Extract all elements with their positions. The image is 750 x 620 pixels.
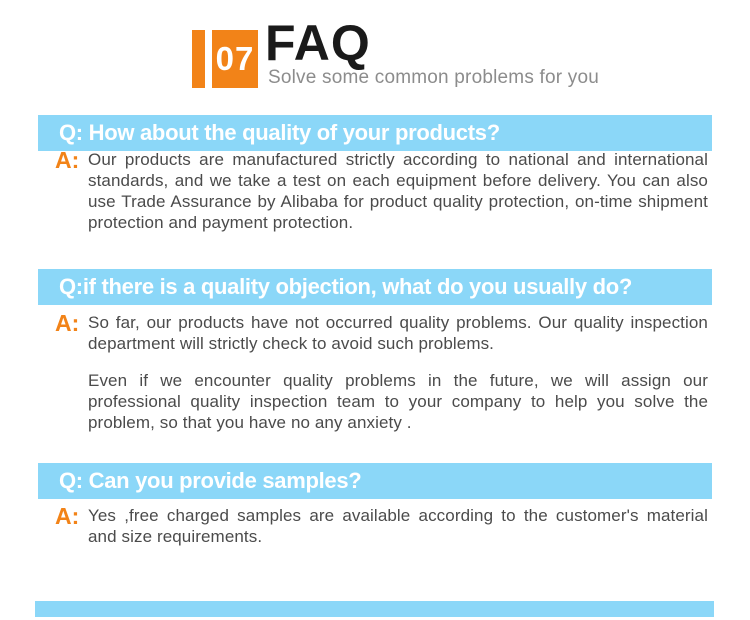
answer-mark: A: xyxy=(55,310,80,336)
answer-text: Our products are manufactured strictly a… xyxy=(88,149,708,233)
answer-block-1: A: Our products are manufactured strictl… xyxy=(55,149,708,233)
section-title: FAQ xyxy=(265,15,371,71)
answer-paragraph: Yes ,free charged samples are available … xyxy=(88,506,708,546)
question-bar-3: Q: Can you provide samples? xyxy=(38,463,712,499)
answer-block-3: A: Yes ,free charged samples are availab… xyxy=(55,505,708,547)
section-subtitle: Solve some common problems for you xyxy=(268,67,599,88)
answer-block-2: A: So far, our products have not occurre… xyxy=(55,312,708,433)
section-number: 07 xyxy=(215,40,255,77)
answer-paragraph: So far, our products have not occurred q… xyxy=(88,313,708,353)
bottom-partial-question-bar xyxy=(35,601,714,617)
answer-text: So far, our products have not occurred q… xyxy=(88,312,708,433)
answer-paragraph: Our products are manufactured strictly a… xyxy=(88,150,708,232)
section-number-box: 07 xyxy=(212,30,258,88)
header-accent-bar xyxy=(192,30,205,88)
answer-paragraph: Even if we encounter quality problems in… xyxy=(88,371,708,432)
answer-mark: A: xyxy=(55,503,80,529)
answer-mark: A: xyxy=(55,147,80,173)
question-bar-2: Q:if there is a quality objection, what … xyxy=(38,269,712,305)
answer-text: Yes ,free charged samples are available … xyxy=(88,505,708,547)
question-bar-1: Q: How about the quality of your product… xyxy=(38,115,712,151)
